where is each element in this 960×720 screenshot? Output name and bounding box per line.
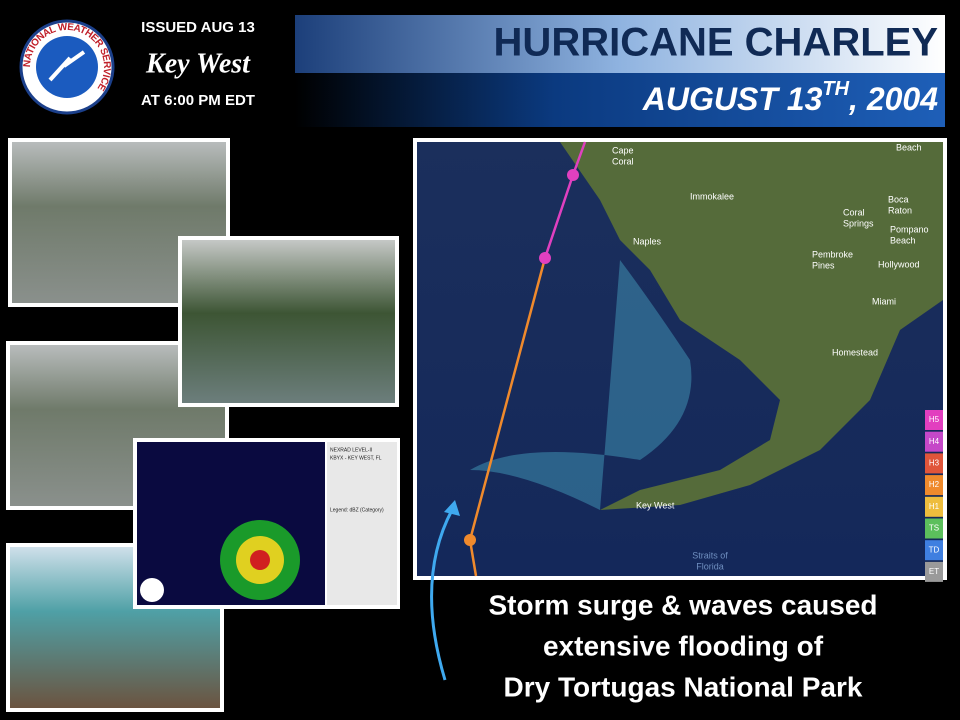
title-bar	[295, 15, 945, 73]
date-bar	[295, 73, 945, 127]
map-label: Raton	[888, 205, 912, 215]
date-main: AUGUST 13	[642, 81, 823, 117]
title: HURRICANE CHARLEY	[494, 21, 939, 65]
map-label: Pines	[812, 260, 835, 270]
legend-swatch	[925, 475, 943, 496]
map-label: Boca	[888, 194, 909, 204]
shallows	[470, 260, 692, 510]
legend-label: ET	[929, 567, 939, 576]
issued-time: AT 6:00 PM EDT	[141, 92, 255, 109]
legend-swatch	[925, 431, 943, 452]
caption: Dry Tortugas National Park	[504, 671, 863, 702]
legend-label: H3	[929, 459, 940, 468]
date: AUGUST 13TH, 2004	[642, 78, 938, 117]
map-label: Straits of	[692, 550, 728, 560]
date-year: , 2004	[848, 81, 938, 117]
legend-swatch	[925, 540, 943, 561]
legend-swatch	[925, 453, 943, 474]
map-label: Miami	[872, 296, 896, 306]
map-label: Immokalee	[690, 191, 734, 201]
map-label: Florida	[696, 561, 724, 571]
photo	[182, 240, 395, 403]
map-label: Cape	[612, 145, 634, 155]
office: Key West	[145, 48, 251, 79]
legend-label: H5	[929, 415, 940, 424]
legend-label: H1	[929, 502, 940, 511]
legend-swatch	[925, 518, 943, 539]
arrow	[430, 509, 454, 681]
legend-swatch	[925, 561, 943, 582]
land	[560, 142, 943, 510]
map-label: Coral	[843, 207, 865, 217]
map-label: Pembroke	[812, 249, 853, 259]
issued: ISSUED AUG 13	[141, 19, 255, 36]
legend-label: H4	[929, 437, 940, 446]
date-sup: TH	[822, 78, 849, 100]
map-label: Naples	[633, 236, 662, 246]
radar-text: Legend: dBZ (Category)	[330, 507, 384, 513]
map-label: Springs	[843, 218, 874, 228]
radar-text: NEXRAD LEVEL-II	[330, 447, 372, 453]
map-label: Key West	[636, 500, 675, 510]
legend-label: TS	[929, 524, 939, 533]
map-label: Pompano	[890, 224, 929, 234]
map-label: Hollywood	[878, 259, 920, 269]
map-label: Coral	[612, 156, 634, 166]
map-label: Beach	[890, 235, 916, 245]
caption: Storm surge & waves caused	[488, 589, 877, 620]
map-label: Homestead	[832, 347, 878, 357]
legend-label: H2	[929, 480, 940, 489]
logo: NATIONAL WEATHER SERVICE	[19, 19, 115, 115]
legend-label: TD	[929, 545, 940, 554]
legend-swatch	[925, 496, 943, 517]
map-label: Beach	[896, 142, 922, 152]
photos	[6, 138, 400, 712]
legend-swatch	[925, 410, 943, 430]
caption: extensive flooding of	[543, 630, 824, 661]
radar-text: KBYX - KEY WEST, FL	[330, 455, 382, 461]
